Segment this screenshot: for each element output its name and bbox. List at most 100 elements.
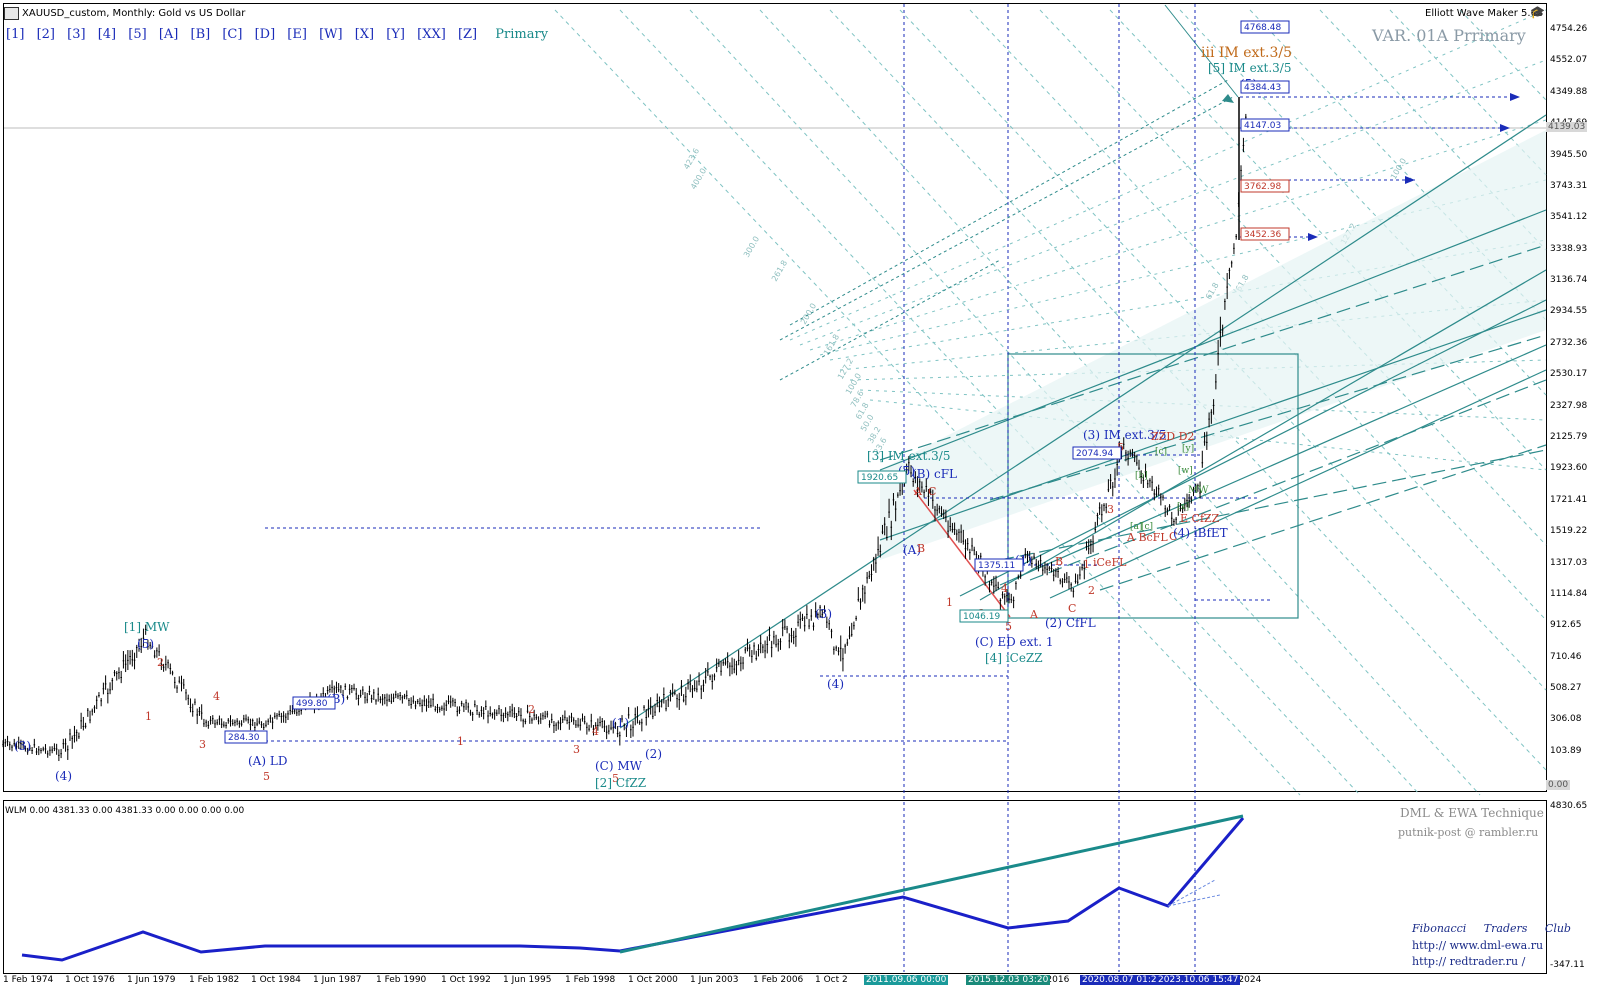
fib-level-label: 423.6	[682, 147, 701, 171]
price-box-284: 284.30	[228, 733, 260, 743]
wave-label: [5] IM ext.3/5	[1208, 61, 1291, 75]
time-tick: 1 Jun 1979	[127, 975, 176, 985]
fan-ray	[809, 119, 1547, 351]
channel-dashed	[1099, 444, 1547, 591]
wave-label: [c]	[1141, 522, 1153, 532]
wave-label: (5)	[137, 637, 154, 651]
wave-label: (C) MW	[595, 759, 643, 773]
price-box-4384: 4384.43	[1244, 83, 1281, 93]
price-tick: 1317.03	[1550, 557, 1588, 568]
fan-line	[1459, 9, 1547, 101]
wave-label: E CfZZ	[1180, 512, 1220, 525]
wave-label: 5	[263, 770, 270, 783]
price-box-4147: 4147.03	[1244, 121, 1281, 131]
channel-line	[959, 299, 1547, 597]
indicator-top-value: 4830.65	[1550, 801, 1588, 811]
target-arrow	[1510, 93, 1520, 101]
time-marker-2015[interactable]: 2015.12.03 03:20	[966, 975, 1051, 985]
wave-label: 1	[145, 710, 152, 723]
wave-label: 2	[528, 703, 535, 716]
toolbar-item-b[interactable]: [B]	[190, 27, 211, 42]
toolbar-item-z[interactable]: [Z]	[457, 27, 478, 42]
fan-line	[619, 9, 1361, 796]
channel-line	[979, 269, 1547, 601]
price-tick: 3338.93	[1550, 243, 1588, 254]
toolbar-item-1[interactable]: [1]	[6, 27, 25, 42]
target-arrow	[1405, 176, 1415, 184]
price-box-1375-frame	[974, 558, 1024, 572]
price-box-1920: 1920.65	[861, 473, 898, 483]
target-arrow	[1308, 233, 1318, 241]
signature-url-1[interactable]: http:// www.dml-ewa.ru	[1412, 939, 1544, 952]
wave-label: A	[913, 485, 923, 498]
chart-window-icon	[4, 7, 19, 20]
price-tick: 3743.31	[1550, 180, 1588, 191]
fib-level-label: 261.8	[770, 259, 789, 283]
time-tick: 1 Oct 1984	[251, 975, 301, 985]
toolbar-item-y[interactable]: [Y]	[386, 27, 406, 42]
time-tick: 1 Jun 2003	[690, 975, 739, 985]
price-box-499-frame	[292, 696, 336, 710]
price-box-3762: 3762.98	[1244, 182, 1281, 192]
wave-label: (2) CfFL	[1045, 616, 1096, 630]
price-box-1046-frame	[959, 609, 1009, 623]
time-marker-2020[interactable]: 2020.08.07 01:21	[1080, 975, 1165, 985]
wave-label: [4] iCeZZ	[985, 651, 1043, 665]
price-tick: 2934.55	[1550, 306, 1588, 317]
price-box-4384-frame	[1240, 80, 1290, 94]
wave-label: 3	[573, 743, 580, 756]
fan-ray	[829, 239, 1547, 361]
candlesticks	[2, 97, 1247, 762]
price-tick: 710.46	[1550, 651, 1582, 662]
price-box-3452-frame	[1240, 227, 1290, 241]
wave-label: 3	[199, 738, 206, 751]
wave-label: A BcFL	[1126, 531, 1168, 544]
time-label-tail-2: t 2024	[1232, 975, 1262, 985]
toolbar-item-2[interactable]: [2]	[36, 27, 55, 42]
channel-dashed	[1029, 379, 1547, 581]
graduation-cap-icon[interactable]: 🎓	[1530, 5, 1545, 19]
toolbar-item-3[interactable]: [3]	[67, 27, 86, 42]
toolbar-item-5[interactable]: [5]	[128, 27, 147, 42]
time-marker-2023[interactable]: 2023.10.06 15:47	[1156, 975, 1241, 985]
price-box-1375: 1375.11	[978, 561, 1015, 571]
time-tick: 1 Feb 2006	[753, 975, 804, 985]
target-arrow	[1500, 124, 1510, 132]
wave-label: MW	[1188, 485, 1209, 496]
price-tick: 2125.79	[1550, 432, 1588, 442]
toolbar-item-4[interactable]: [4]	[97, 27, 117, 42]
price-tick: 1721.41	[1550, 494, 1588, 505]
fibonacci-fan: 423.6400.0300.0261.8200.0161.8127.2100.0…	[554, 9, 1547, 796]
wave-label: [a]	[1130, 522, 1142, 532]
wave-label: [x]	[1177, 502, 1189, 512]
toolbar-item-x[interactable]: [X]	[354, 27, 375, 42]
toolbar-item-d[interactable]: [D]	[254, 27, 276, 42]
channel-dashed	[879, 244, 1547, 461]
toolbar-item-c[interactable]: [C]	[222, 27, 243, 42]
wave-label: (A)	[903, 543, 921, 557]
signature-email: putnik-post @ rambler.ru	[1398, 826, 1539, 839]
toolbar-item-w[interactable]: [W]	[319, 27, 343, 42]
toolbar-primary[interactable]: Primary	[495, 27, 549, 42]
wave-label: [b]	[1135, 471, 1148, 481]
fib-level-label: 300.0	[742, 235, 761, 259]
price-tick: 2732.36	[1550, 337, 1588, 348]
wave-label: [3] IM ext.3/5	[867, 449, 950, 463]
wave-label: (1)	[612, 716, 629, 730]
signature-url-2[interactable]: http:// redtrader.ru /	[1412, 955, 1526, 968]
wave-label: B	[1055, 555, 1063, 568]
channel-line	[879, 209, 1547, 471]
price-box-4147-frame	[1240, 118, 1290, 132]
wave-label: (4) iBfET	[1173, 526, 1228, 540]
fib-level-label: 161.8	[822, 333, 841, 357]
toolbar-item-a[interactable]: [A]	[158, 27, 179, 42]
fan-line	[1109, 9, 1547, 471]
fan-ray	[799, 59, 1547, 346]
red-wave-line	[913, 489, 1011, 618]
time-marker-2011[interactable]: 2011.09.06 00:00	[864, 975, 949, 985]
chart-title: XAUUSD_custom, Monthly: Gold vs US Dolla…	[22, 8, 246, 19]
toolbar-item-e[interactable]: [E]	[287, 27, 307, 42]
wave-label: C	[928, 485, 936, 498]
toolbar-item-xx[interactable]: [XX]	[417, 27, 446, 42]
